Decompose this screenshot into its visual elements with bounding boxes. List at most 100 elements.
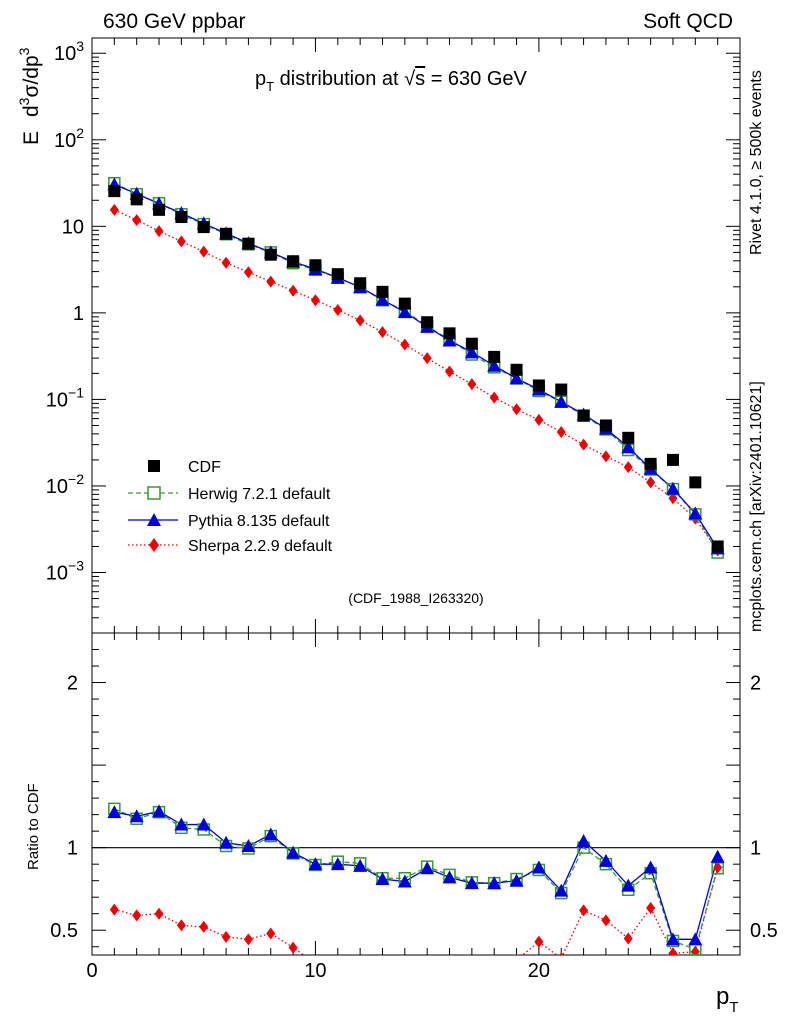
- main-point-cdf: [242, 237, 255, 250]
- main-point-cdf: [689, 476, 702, 489]
- ratio-point-pythia: [219, 835, 234, 849]
- ratio-point-sherpa: [467, 967, 476, 979]
- ylabel-sup1: 3: [16, 97, 32, 105]
- ratio-point-sherpa: [690, 945, 700, 955]
- ratio-tick-label-right-2: 2: [750, 673, 761, 695]
- y-tick-label-2: 10: [62, 216, 84, 238]
- main-point-sherpa: [266, 275, 276, 288]
- main-point-pythia: [464, 345, 479, 359]
- main-point-cdf: [532, 379, 545, 392]
- ratio-point-pythia: [330, 857, 345, 871]
- main-point-pythia: [621, 440, 636, 454]
- y-tick-exp: 2: [76, 125, 84, 141]
- ratio-point-pythia: [174, 817, 189, 831]
- main-point-sherpa: [601, 450, 611, 463]
- main-point-pythia: [375, 292, 390, 306]
- main-point-cdf: [488, 350, 501, 363]
- ratio-point-pythia: [375, 872, 390, 886]
- ratio-tick-label-right-1: 1: [750, 838, 761, 860]
- x-tick-label-0: 0: [86, 960, 97, 982]
- ratio-point-sherpa: [243, 933, 253, 946]
- ratio-tick-label-left-0: 0.5: [50, 920, 78, 942]
- main-point-cdf: [622, 431, 635, 444]
- ratio-plot-area: [107, 802, 725, 986]
- main-point-cdf: [666, 453, 679, 466]
- main-point-cdf: [711, 540, 724, 553]
- legend-label-sherpa: Sherpa 2.2.9 default: [188, 538, 333, 555]
- main-point-cdf: [398, 297, 411, 310]
- ratio-point-sherpa: [515, 953, 518, 955]
- main-point-sherpa: [221, 256, 231, 269]
- main-point-sherpa: [310, 294, 320, 307]
- ylabel-E: E: [20, 131, 43, 145]
- main-point-pythia: [688, 506, 703, 520]
- ratio-point-pythia: [152, 804, 167, 818]
- ratio-plot-frame: [91, 632, 741, 956]
- main-point-cdf: [577, 409, 590, 422]
- ratio-point-pythia: [353, 858, 368, 872]
- x-tick-labels: 0 10 20: [86, 960, 550, 982]
- ratio-point-sherpa: [199, 920, 209, 933]
- ratio-point-pythia: [442, 870, 457, 884]
- legend-entry-cdf: CDF: [148, 459, 221, 476]
- main-point-cdf: [599, 419, 612, 432]
- ratio-tick-label-right-0: 0.5: [750, 920, 778, 942]
- ratio-tick-label-left-2: 2: [67, 673, 78, 695]
- xlabel-main: p: [716, 983, 729, 1010]
- ratio-point-pythia: [263, 827, 278, 841]
- ratio-point-sherpa: [400, 974, 409, 986]
- main-point-cdf: [197, 221, 210, 234]
- title-mid: distribution at: [274, 68, 404, 90]
- legend-marker-cdf: [148, 460, 160, 472]
- title-s: s: [415, 68, 425, 90]
- main-point-pythia: [397, 305, 412, 319]
- y-tick-base: 10: [46, 476, 68, 498]
- x-tick-label-2: 20: [528, 960, 550, 982]
- ratio-point-pythia: [621, 878, 636, 892]
- ratio-point-pythia: [464, 876, 479, 890]
- ratio-point-pythia: [397, 874, 412, 888]
- ratio-point-pythia: [710, 849, 725, 863]
- main-point-sherpa: [288, 284, 298, 297]
- legend-entry-pythia: Pythia 8.135 default: [128, 513, 330, 530]
- y-tick-label-0: 103: [54, 38, 84, 65]
- ratio-point-pythia: [129, 809, 144, 823]
- ratio-point-pythia: [576, 834, 591, 848]
- ratio-point-sherpa: [221, 930, 231, 943]
- ratio-point-herwig: [711, 862, 724, 875]
- main-point-pythia: [509, 371, 524, 385]
- main-point-cdf: [108, 185, 121, 198]
- ratio-point-herwig: [689, 942, 702, 955]
- ratio-point-pythia: [665, 932, 680, 946]
- ratio-point-sherpa: [423, 970, 432, 982]
- xlabel-sub: T: [729, 999, 738, 1016]
- legend-marker-herwig: [147, 486, 161, 500]
- y-tick-base: 10: [46, 563, 68, 585]
- y-tick-base: 10: [46, 389, 68, 411]
- ratio-point-pythia: [487, 876, 502, 890]
- main-point-pythia: [487, 358, 502, 372]
- ratio-point-pythia: [643, 860, 658, 874]
- main-point-cdf: [175, 211, 188, 224]
- header-left: 630 GeV ppbar: [103, 10, 245, 33]
- main-point-sherpa: [377, 326, 387, 339]
- ratio-point-sherpa: [333, 962, 342, 974]
- x-axis-label: pT: [716, 983, 739, 1016]
- main-point-sherpa: [355, 314, 365, 327]
- main-point-cdf: [220, 227, 233, 240]
- x-tick-label-1: 10: [304, 960, 326, 982]
- main-point-cdf: [376, 285, 389, 298]
- main-point-cdf: [153, 203, 166, 216]
- ratio-point-sherpa: [713, 861, 723, 874]
- main-point-sherpa: [534, 413, 544, 426]
- main-point-cdf: [555, 383, 568, 396]
- ratio-point-sherpa: [266, 927, 276, 940]
- legend-label-herwig: Herwig 7.2.1 default: [188, 486, 331, 503]
- ratio-tick-label-left-1: 1: [67, 838, 78, 860]
- analysis-watermark: (CDF_1988_I263320): [348, 590, 483, 606]
- main-point-cdf: [510, 363, 523, 376]
- ratio-line-pythia: [114, 810, 719, 940]
- ratio-point-sherpa: [534, 935, 544, 948]
- ratio-point-sherpa: [668, 947, 678, 955]
